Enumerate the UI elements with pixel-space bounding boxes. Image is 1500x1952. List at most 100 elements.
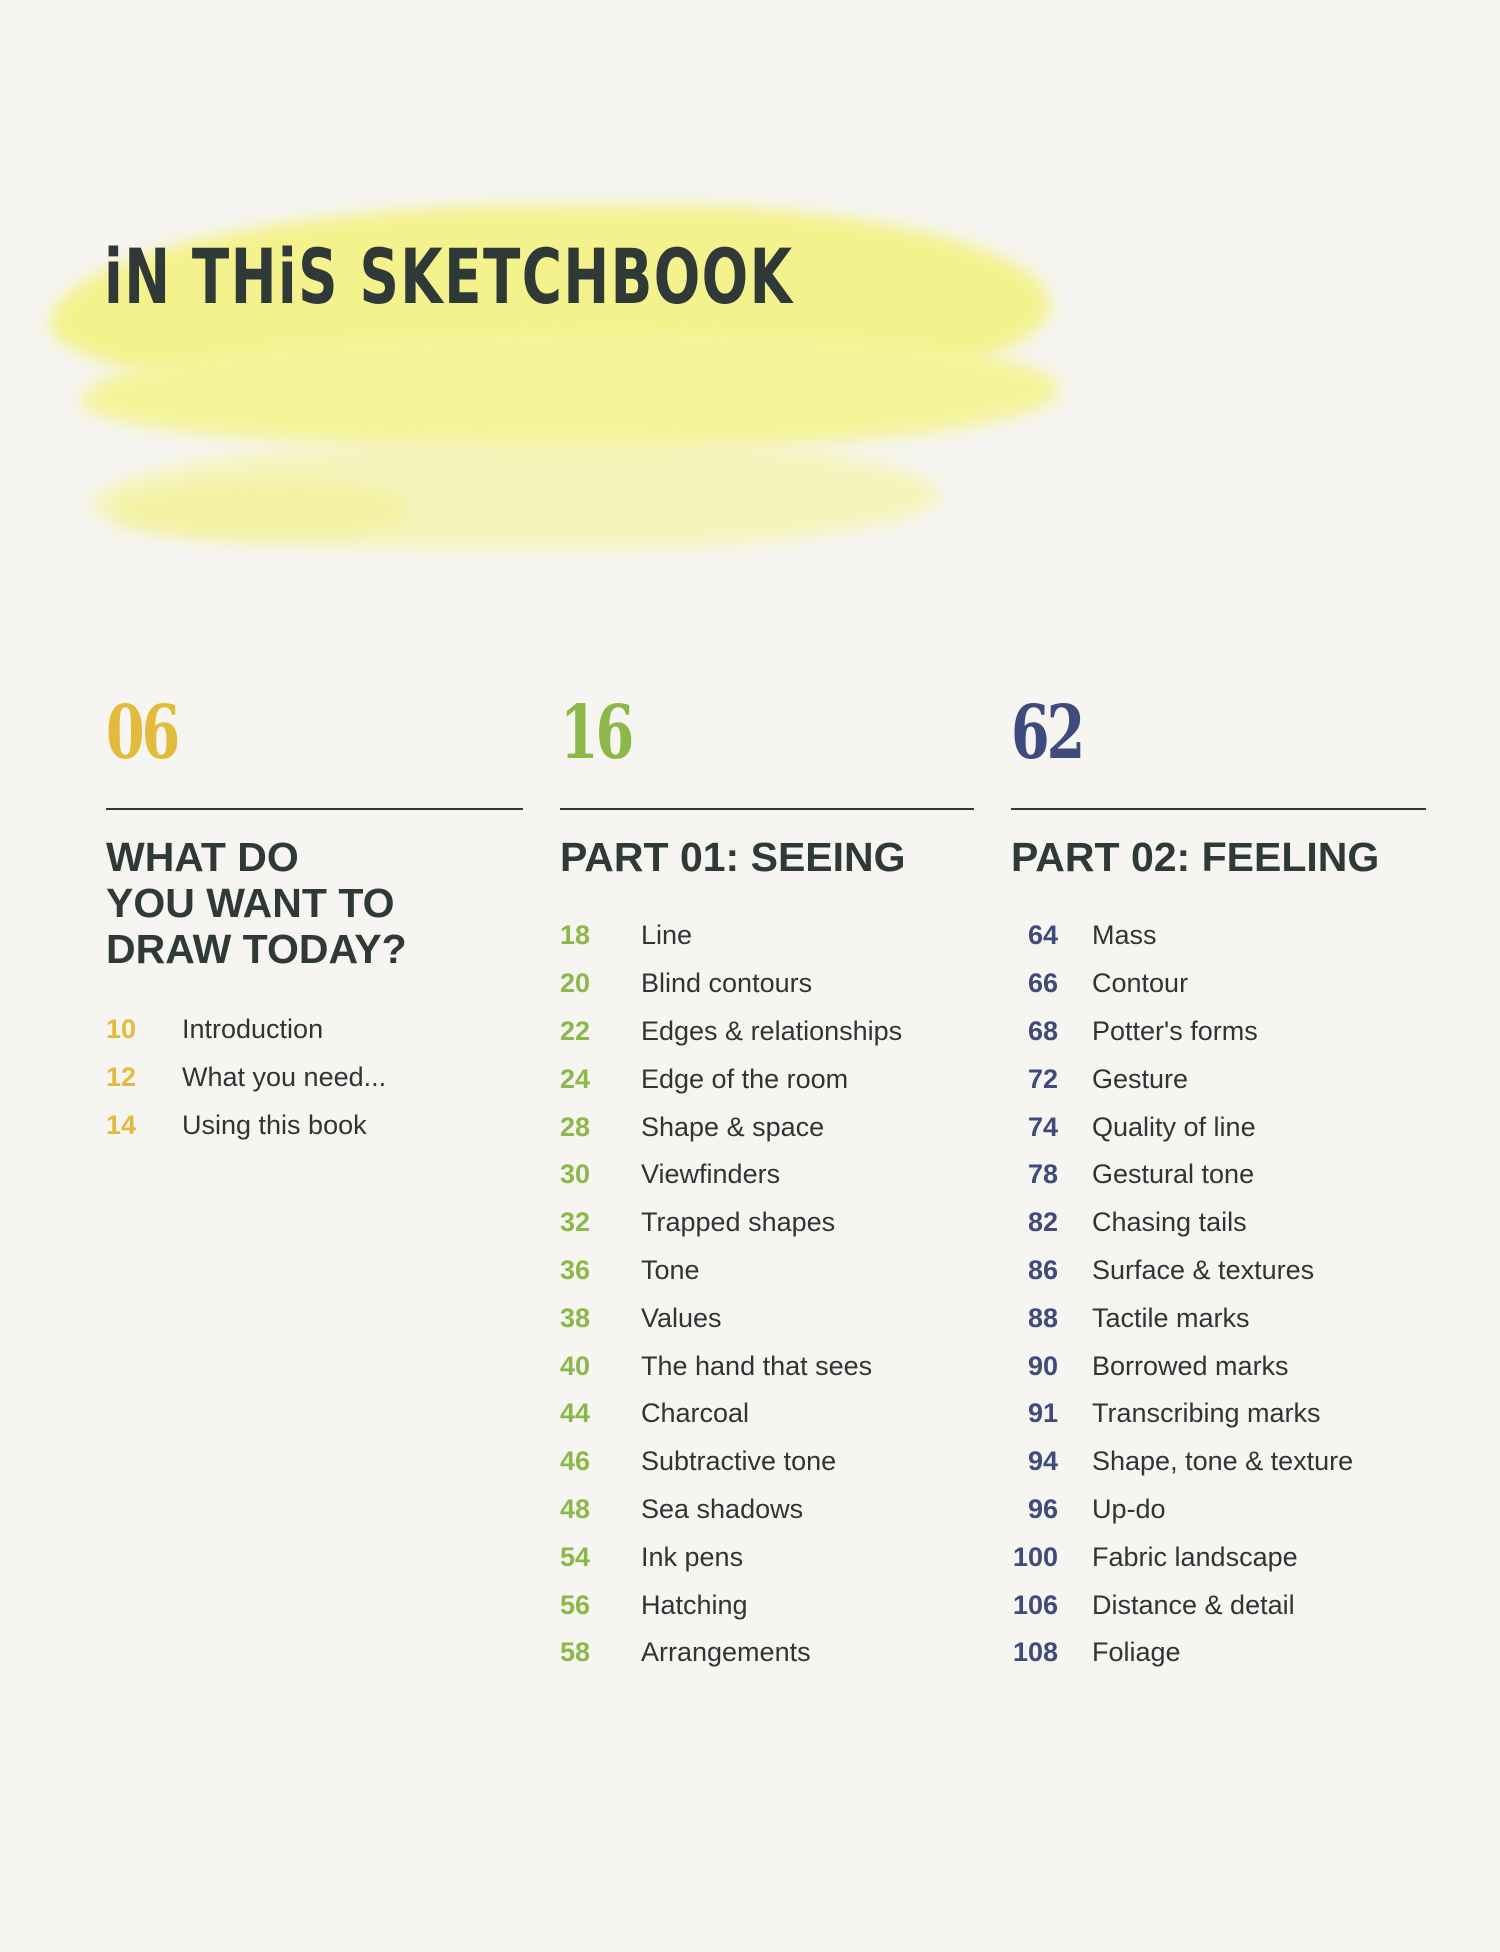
entry-page-number: 44 — [560, 1398, 591, 1429]
toc-entry[interactable]: 14 Using this book — [106, 1102, 386, 1150]
entry-title: Up-do — [1092, 1493, 1166, 1524]
toc-entry[interactable]: 30 Viewfinders — [560, 1151, 902, 1199]
toc-entry[interactable]: 100 Fabric landscape — [1011, 1533, 1353, 1581]
entry-title: Blind contours — [641, 968, 813, 999]
entry-page-number: 38 — [560, 1302, 591, 1333]
entry-title: Introduction — [182, 1014, 324, 1045]
entry-title: Distance & detail — [1092, 1589, 1295, 1620]
entry-title: Charcoal — [641, 1398, 750, 1429]
entry-title: Surface & textures — [1092, 1254, 1315, 1285]
entry-page-number: 90 — [1027, 1350, 1058, 1381]
toc-entry[interactable]: 94 Shape, tone & texture — [1011, 1438, 1353, 1486]
entry-page-number: 68 — [1027, 1015, 1058, 1046]
toc-entry[interactable]: 28 Shape & space — [560, 1103, 902, 1151]
entry-title: Transcribing marks — [1092, 1398, 1321, 1429]
toc-entry[interactable]: 24 Edge of the room — [560, 1055, 902, 1103]
toc-entry[interactable]: 12 What you need... — [106, 1054, 386, 1102]
toc-entry[interactable]: 78 Gestural tone — [1011, 1151, 1353, 1199]
toc-entry[interactable]: 10 Introduction — [106, 1006, 386, 1054]
toc-entry[interactable]: 44 Charcoal — [560, 1390, 902, 1438]
entry-title: Potter's forms — [1092, 1015, 1258, 1046]
toc-entry[interactable]: 72 Gesture — [1011, 1055, 1353, 1103]
heading-line: DRAW TODAY? — [106, 926, 407, 972]
entry-page-number: 40 — [560, 1350, 591, 1381]
entry-page-number: 91 — [1027, 1398, 1058, 1429]
toc-entry[interactable]: 68 Potter's forms — [1011, 1008, 1353, 1056]
toc-entry[interactable]: 22 Edges & relationships — [560, 1008, 902, 1056]
heading-line: WHAT DO — [106, 834, 299, 880]
entry-page-number: 10 — [106, 1014, 137, 1045]
entry-page-number: 86 — [1027, 1254, 1058, 1285]
toc-entry[interactable]: 96 Up-do — [1011, 1486, 1353, 1534]
toc-entry[interactable]: 32 Trapped shapes — [560, 1199, 902, 1247]
entry-page-number: 82 — [1027, 1207, 1058, 1238]
section-heading: WHAT DO YOU WANT TO DRAW TODAY? — [106, 834, 407, 972]
entry-page-number: 100 — [1012, 1541, 1058, 1572]
divider — [106, 808, 523, 810]
entry-page-number: 56 — [560, 1589, 591, 1620]
toc-entry[interactable]: 38 Values — [560, 1294, 902, 1342]
section-page-number: 16 — [560, 690, 634, 776]
entry-page-number: 48 — [560, 1493, 591, 1524]
toc-entry[interactable]: 56 Hatching — [560, 1581, 902, 1629]
toc-entry[interactable]: 66 Contour — [1011, 960, 1353, 1008]
toc-list: 10 Introduction 12 What you need... 14 U… — [106, 1006, 386, 1149]
entry-page-number: 72 — [1027, 1063, 1058, 1094]
toc-entry[interactable]: 20 Blind contours — [560, 960, 902, 1008]
entry-title: Edge of the room — [641, 1063, 849, 1094]
entry-page-number: 78 — [1027, 1159, 1058, 1190]
toc-list: 64 Mass 66 Contour 68 Potter's forms 72 … — [1011, 912, 1353, 1677]
entry-page-number: 12 — [106, 1062, 137, 1093]
entry-title: What you need... — [182, 1062, 387, 1093]
toc-entry[interactable]: 91 Transcribing marks — [1011, 1390, 1353, 1438]
entry-page-number: 88 — [1027, 1302, 1058, 1333]
entry-page-number: 64 — [1027, 920, 1058, 951]
entry-page-number: 106 — [1012, 1589, 1058, 1620]
entry-title: Line — [641, 920, 693, 951]
entry-title: Shape & space — [641, 1111, 825, 1142]
entry-page-number: 14 — [106, 1109, 137, 1140]
toc-entry[interactable]: 64 Mass — [1011, 912, 1353, 960]
entry-page-number: 58 — [560, 1637, 591, 1668]
toc-entry[interactable]: 36 Tone — [560, 1247, 902, 1295]
toc-list: 18 Line 20 Blind contours 22 Edges & rel… — [560, 912, 902, 1677]
toc-entry[interactable]: 58 Arrangements — [560, 1629, 902, 1677]
toc-entry[interactable]: 108 Foliage — [1011, 1629, 1353, 1677]
toc-entry[interactable]: 88 Tactile marks — [1011, 1294, 1353, 1342]
entry-title: Gestural tone — [1092, 1159, 1255, 1190]
entry-page-number: 108 — [1012, 1637, 1058, 1668]
entry-title: Chasing tails — [1092, 1207, 1247, 1238]
page-title: iN THiS SKETCHBOOK — [104, 232, 794, 321]
entry-page-number: 18 — [560, 920, 591, 951]
divider — [1011, 808, 1426, 810]
entry-page-number: 94 — [1027, 1446, 1058, 1477]
heading-line: PART 01: SEEING — [560, 834, 906, 880]
entry-page-number: 22 — [560, 1015, 591, 1046]
entry-page-number: 74 — [1027, 1111, 1058, 1142]
section-page-number: 62 — [1011, 690, 1085, 776]
toc-entry[interactable]: 54 Ink pens — [560, 1533, 902, 1581]
toc-entry[interactable]: 18 Line — [560, 912, 902, 960]
toc-entry[interactable]: 106 Distance & detail — [1011, 1581, 1353, 1629]
toc-entry[interactable]: 40 The hand that sees — [560, 1342, 902, 1390]
entry-title: Trapped shapes — [641, 1207, 836, 1238]
toc-entry[interactable]: 82 Chasing tails — [1011, 1199, 1353, 1247]
toc-entry[interactable]: 74 Quality of line — [1011, 1103, 1353, 1151]
entry-page-number: 46 — [560, 1446, 591, 1477]
entry-page-number: 24 — [560, 1063, 591, 1094]
toc-entry[interactable]: 90 Borrowed marks — [1011, 1342, 1353, 1390]
entry-title: Subtractive tone — [641, 1446, 837, 1477]
entry-title: Viewfinders — [641, 1159, 781, 1190]
entry-title: Tactile marks — [1092, 1302, 1250, 1333]
entry-page-number: 20 — [560, 968, 591, 999]
toc-entry[interactable]: 48 Sea shadows — [560, 1486, 902, 1534]
entry-title: Values — [641, 1302, 722, 1333]
entry-title: Gesture — [1092, 1063, 1189, 1094]
heading-line: YOU WANT TO — [106, 880, 395, 926]
entry-title: Ink pens — [641, 1541, 744, 1572]
entry-title: Using this book — [182, 1109, 367, 1140]
entry-title: Mass — [1092, 920, 1157, 951]
entry-page-number: 32 — [560, 1207, 591, 1238]
toc-entry[interactable]: 86 Surface & textures — [1011, 1247, 1353, 1295]
toc-entry[interactable]: 46 Subtractive tone — [560, 1438, 902, 1486]
